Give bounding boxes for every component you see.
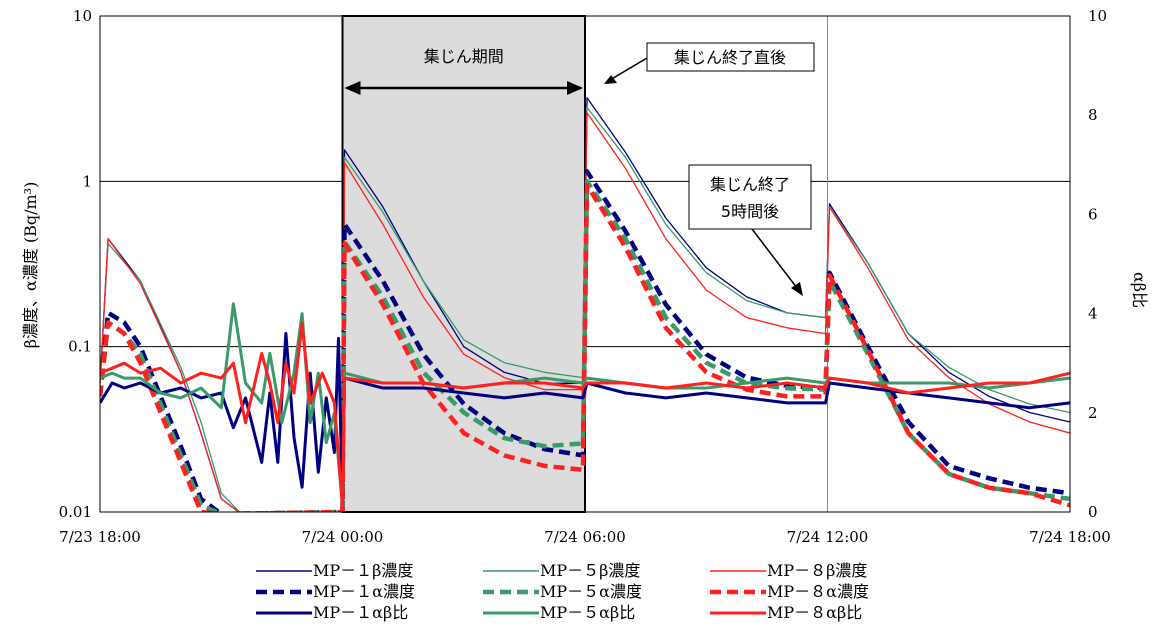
legend-label: MP－８αβ比 bbox=[767, 603, 862, 622]
annotation-arrow-head bbox=[791, 282, 803, 296]
y-left-tick-label: 0.01 bbox=[59, 503, 92, 521]
legend-label: MP－１αβ比 bbox=[313, 603, 408, 622]
collection-period-label: 集じん期間 bbox=[424, 47, 504, 66]
y-left-tick-label: 1 bbox=[82, 172, 92, 190]
y-right-tick-label: 4 bbox=[1088, 305, 1098, 323]
annotation-text: 集じん終了 bbox=[710, 175, 790, 194]
legend-label: MP－５α濃度 bbox=[540, 582, 642, 601]
annotation-arrow-head bbox=[604, 75, 617, 84]
y-right-tick-label: 6 bbox=[1088, 205, 1098, 223]
plot-border bbox=[99, 15, 1071, 513]
y-left-tick-label: 10 bbox=[73, 7, 92, 25]
x-tick-label: 7/24 12:00 bbox=[787, 528, 869, 546]
legend-label: MP－１α濃度 bbox=[313, 582, 415, 601]
arrow-head-left bbox=[344, 81, 361, 95]
shaded-region bbox=[341, 15, 586, 513]
plot-frame bbox=[99, 15, 1071, 513]
annotation-box bbox=[688, 164, 812, 230]
y-right-tick-label: 2 bbox=[1088, 404, 1098, 422]
series-line bbox=[100, 322, 1070, 509]
collection-period-shade bbox=[341, 15, 586, 513]
legend-label: MP－８β濃度 bbox=[767, 561, 867, 580]
x-tick-label: 7/24 06:00 bbox=[544, 528, 626, 546]
x-tick-label: 7/24 00:00 bbox=[302, 528, 384, 546]
series-group bbox=[100, 97, 1070, 512]
y-right-tick-label: 8 bbox=[1088, 106, 1098, 124]
annotation-arrow-line bbox=[609, 57, 648, 81]
x-tick-label: 7/23 18:00 bbox=[59, 528, 141, 546]
y-axis-right-label: αβ比 bbox=[1130, 272, 1149, 308]
y-right-tick-label: 10 bbox=[1088, 7, 1107, 25]
y-axis-left-label: β濃度、α濃度 (Bq/m³) bbox=[21, 182, 40, 349]
annotation-text: 5時間後 bbox=[721, 202, 779, 221]
series-line bbox=[100, 182, 1070, 512]
tick-labels: 0.01 0.1 1 10 0 2 4 6 8 10 7/23 18:00 7/24 00:00 7/2… bbox=[59, 7, 1111, 546]
y-left-tick-label: 0.1 bbox=[68, 338, 92, 356]
y-right-tick-label: 0 bbox=[1088, 503, 1098, 521]
annotation-text: 集じん終了直後 bbox=[674, 48, 786, 67]
annotation-arrow-line bbox=[751, 228, 798, 289]
arrow-head-right bbox=[567, 81, 583, 95]
legend-label: MP－８α濃度 bbox=[767, 582, 869, 601]
legend-label: MP－５β濃度 bbox=[540, 561, 640, 580]
x-tick-label: 7/24 18:00 bbox=[1029, 528, 1111, 546]
legend: MP－１β濃度 MP－５β濃度 MP－８β濃度 MP－１α濃度 MP－５α濃度 MP－８α… bbox=[256, 561, 869, 622]
annotation-box bbox=[646, 42, 815, 72]
legend-label: MP－１β濃度 bbox=[313, 561, 413, 580]
legend-label: MP－５αβ比 bbox=[540, 603, 635, 622]
